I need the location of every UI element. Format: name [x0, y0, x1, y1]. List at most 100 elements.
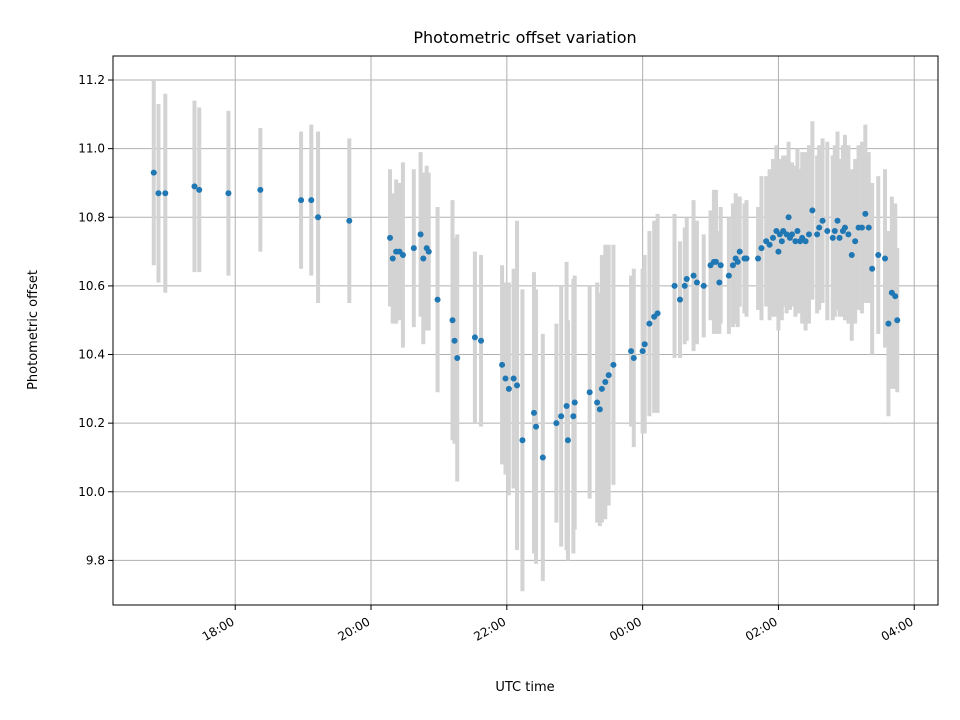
- data-point: [502, 375, 509, 382]
- data-point: [671, 282, 678, 289]
- data-point: [605, 372, 612, 379]
- plot-frame: [112, 55, 939, 606]
- data-point: [882, 255, 889, 262]
- y-tick-label: 10.6: [78, 279, 105, 293]
- data-point: [716, 279, 723, 286]
- data-point: [505, 385, 512, 392]
- data-point: [834, 217, 841, 224]
- data-point: [646, 320, 653, 327]
- data-point: [734, 258, 741, 265]
- data-point: [191, 183, 198, 190]
- y-tick-label: 10.0: [78, 485, 105, 499]
- data-point: [225, 190, 232, 197]
- data-point: [471, 334, 478, 341]
- data-point: [885, 320, 892, 327]
- y-tick-label: 10.8: [78, 210, 105, 224]
- data-point: [298, 197, 305, 204]
- data-point: [736, 248, 743, 255]
- data-point: [852, 238, 859, 245]
- data-point: [845, 231, 852, 238]
- data-point: [478, 337, 485, 344]
- data-point: [594, 399, 601, 406]
- data-point: [789, 231, 796, 238]
- data-point: [630, 354, 637, 361]
- point-layer: [150, 169, 901, 461]
- data-point: [875, 252, 882, 259]
- data-point: [775, 248, 782, 255]
- data-point: [346, 217, 353, 224]
- data-point: [848, 252, 855, 259]
- data-point: [639, 348, 646, 355]
- data-point: [539, 454, 546, 461]
- data-point: [841, 224, 848, 231]
- data-point: [865, 224, 872, 231]
- data-point: [571, 399, 578, 406]
- data-point: [836, 234, 843, 241]
- data-point: [570, 413, 577, 420]
- data-point: [602, 378, 609, 385]
- data-point: [417, 231, 424, 238]
- data-point: [683, 276, 690, 283]
- data-point: [809, 207, 816, 214]
- data-point: [451, 337, 458, 344]
- data-point: [869, 265, 876, 272]
- data-point: [743, 255, 750, 262]
- y-tick-label: 11.0: [78, 142, 105, 156]
- data-point: [425, 248, 432, 255]
- data-point: [831, 227, 838, 234]
- data-point: [766, 241, 773, 248]
- data-point: [693, 279, 700, 286]
- data-point: [387, 234, 394, 241]
- data-point: [533, 423, 540, 430]
- data-point: [610, 361, 617, 368]
- data-point: [596, 406, 603, 413]
- data-point: [700, 282, 707, 289]
- data-point: [805, 231, 812, 238]
- x-axis-label: UTC time: [495, 680, 554, 695]
- data-point: [553, 420, 560, 427]
- data-point: [389, 255, 396, 262]
- data-point: [814, 231, 821, 238]
- data-point: [676, 296, 683, 303]
- y-tick-label: 10.2: [78, 416, 105, 430]
- data-point: [150, 169, 157, 176]
- data-point: [162, 190, 169, 197]
- data-point: [717, 262, 724, 269]
- data-point: [510, 375, 517, 382]
- data-point: [196, 186, 203, 193]
- data-point: [758, 245, 765, 252]
- data-point: [558, 413, 565, 420]
- data-point: [155, 190, 162, 197]
- data-point: [315, 214, 322, 221]
- data-point: [586, 389, 593, 396]
- data-point: [892, 293, 899, 300]
- data-point: [829, 234, 836, 241]
- data-point: [598, 385, 605, 392]
- data-point: [824, 227, 831, 234]
- chart-title: Photometric offset variation: [413, 28, 636, 47]
- data-point: [449, 317, 456, 324]
- data-point: [770, 234, 776, 241]
- data-point: [816, 224, 823, 231]
- data-point: [641, 341, 648, 348]
- data-point: [755, 255, 762, 262]
- data-point: [690, 272, 697, 279]
- data-point: [514, 382, 521, 389]
- data-point: [399, 252, 406, 259]
- data-point: [420, 255, 427, 262]
- data-point: [654, 310, 661, 317]
- data-point: [894, 317, 901, 324]
- data-point: [410, 245, 417, 252]
- data-point: [802, 238, 809, 245]
- data-point: [729, 262, 736, 269]
- data-point: [563, 402, 570, 409]
- data-point: [681, 282, 688, 289]
- data-point: [628, 348, 635, 355]
- data-point: [794, 227, 801, 234]
- data-point: [792, 238, 799, 245]
- data-point: [778, 238, 785, 245]
- data-point: [819, 217, 826, 224]
- data-point: [454, 354, 461, 361]
- data-point: [257, 186, 264, 193]
